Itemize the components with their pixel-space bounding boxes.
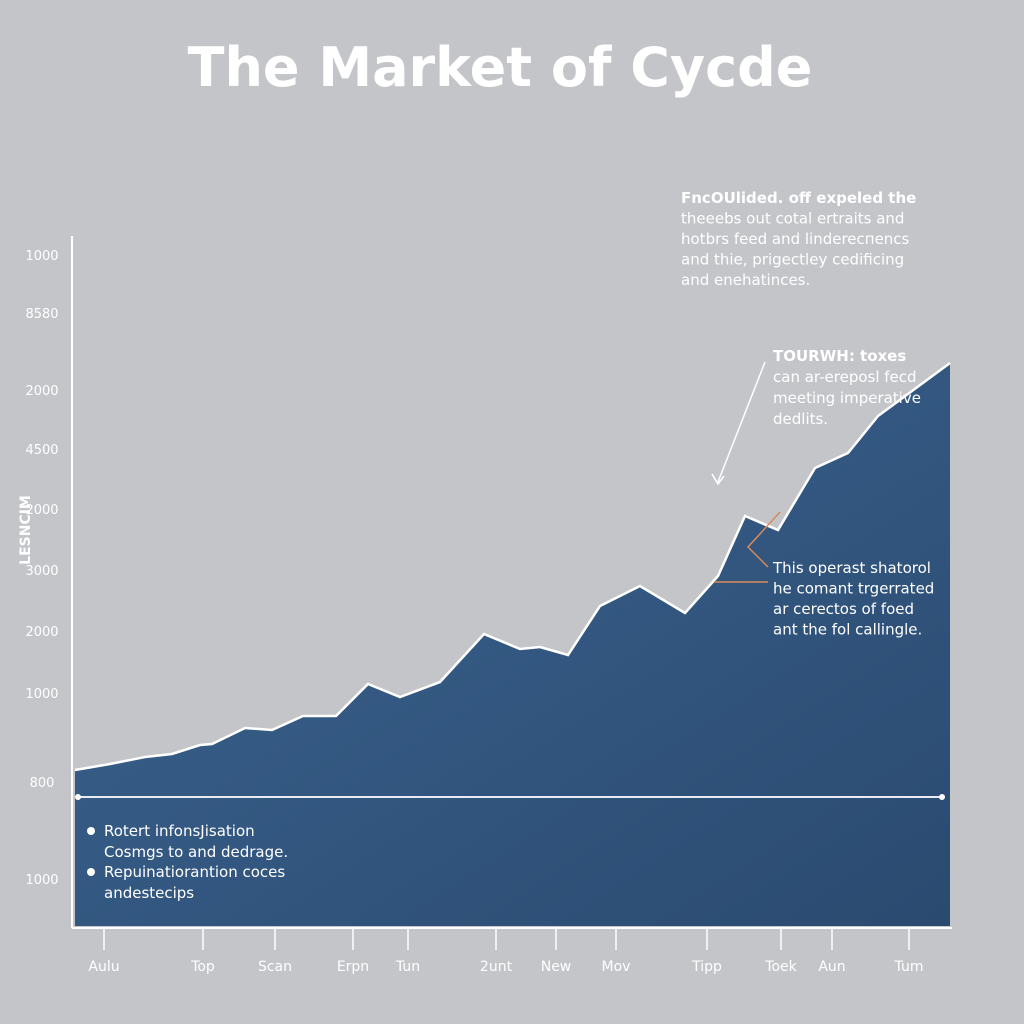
x-label: Tun bbox=[395, 959, 420, 975]
area bbox=[75, 363, 950, 926]
y-label: 8580 bbox=[25, 307, 58, 322]
arrow bbox=[746, 511, 781, 568]
arrow-head bbox=[711, 473, 725, 486]
annotation: hotbrs feed and lindereспenсs bbox=[681, 230, 910, 248]
x-label: Mov bbox=[602, 959, 631, 975]
annotation: ant the fol callingle. bbox=[773, 621, 922, 639]
annotation: and enehatinces. bbox=[681, 271, 810, 289]
y-label: 800 bbox=[30, 776, 55, 791]
annotation: ar cerectos of foed bbox=[773, 600, 914, 618]
x-label: 2unt bbox=[480, 959, 513, 975]
annotation: theeebs out cotal ertraits and bbox=[681, 210, 904, 228]
legend-dot bbox=[87, 827, 95, 835]
x-label: Tipp bbox=[691, 959, 722, 975]
reference-dot bbox=[75, 794, 81, 800]
annotation: can ar-ereposl fecd bbox=[773, 368, 917, 386]
arrow bbox=[717, 361, 766, 483]
legend-text: andestecips bbox=[104, 884, 194, 902]
annotation: dedlits. bbox=[773, 410, 828, 428]
reference-dot bbox=[939, 794, 945, 800]
legend-dot bbox=[87, 868, 95, 876]
x-label: Scan bbox=[258, 959, 292, 975]
x-label: Erpn bbox=[337, 959, 369, 975]
annotation: and thie, prigectley cedificing bbox=[681, 251, 904, 269]
legend-text: Repuinatiorantion coces bbox=[104, 863, 285, 881]
legend-text: Rotert infonsJisation bbox=[104, 822, 255, 840]
y-label: 2000 bbox=[25, 625, 58, 640]
y-label: 1000 bbox=[25, 249, 58, 264]
y-label: 1000 bbox=[25, 687, 58, 702]
y-label: 4500 bbox=[25, 443, 58, 458]
x-label: New bbox=[541, 959, 572, 975]
y-label: 3000 bbox=[25, 564, 58, 579]
legend-text: Cosmgs to and dedrage. bbox=[104, 843, 288, 861]
axis-title: LESNCIM bbox=[18, 495, 34, 565]
x-label: Aun bbox=[818, 959, 845, 975]
annotation: This operast shatorol bbox=[772, 559, 931, 577]
annotation: TOURWH: toxes bbox=[773, 347, 906, 365]
annotation: meeting imperative bbox=[773, 389, 921, 407]
x-label: Tum bbox=[894, 959, 924, 975]
x-label: Top bbox=[190, 959, 215, 975]
y-label: 2000 bbox=[25, 384, 58, 399]
y-label: 2000 bbox=[25, 503, 58, 518]
annotation: FncOUlided. off expeled the bbox=[681, 189, 916, 207]
x-label: Aulu bbox=[88, 959, 119, 975]
x-label: Toek bbox=[764, 959, 797, 975]
title: The Market of Cycde bbox=[188, 36, 813, 99]
y-label: 1000 bbox=[25, 873, 58, 888]
annotation: he comant trgerrated bbox=[773, 580, 934, 598]
